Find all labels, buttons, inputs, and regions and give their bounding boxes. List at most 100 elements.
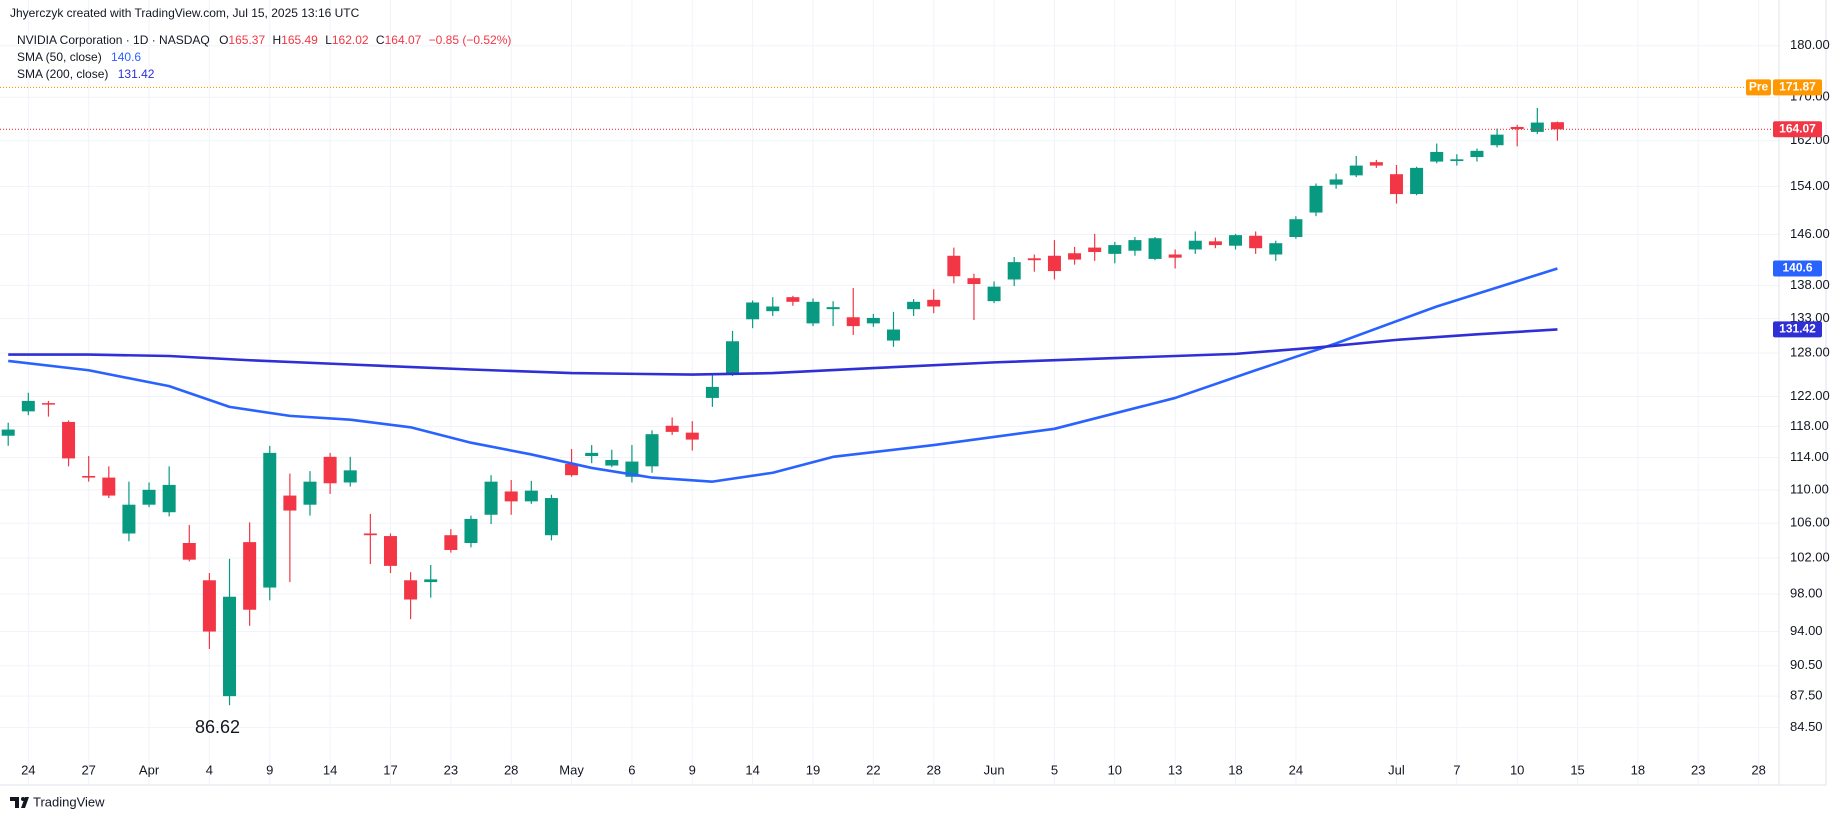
sma-tag: 131.42: [1779, 322, 1816, 336]
attribution: Jhyerczyk created with TradingView.com, …: [10, 6, 360, 20]
candle-body: [1470, 150, 1484, 158]
candle-body: [746, 302, 760, 320]
y-tick-label: 106.00: [1790, 515, 1830, 530]
candle-body: [1229, 235, 1243, 246]
x-tick-label: 23: [444, 762, 458, 777]
x-tick-label: 28: [1751, 762, 1765, 777]
legend-series: SMA (200, close): [17, 67, 108, 81]
candle-body: [1450, 159, 1464, 162]
y-tick-label: 154.00: [1790, 178, 1830, 193]
premarket-tag-bg: [1773, 79, 1822, 96]
legend-value: 131.42: [118, 67, 155, 81]
candle-body: [1510, 126, 1524, 130]
y-tick-label: 84.50: [1790, 719, 1823, 734]
brand-text: TradingView: [33, 794, 105, 809]
candle-body: [786, 297, 800, 302]
sma-line: [8, 267, 1558, 483]
y-tick-label: 102.00: [1790, 549, 1830, 564]
candle-body: [1430, 151, 1444, 162]
x-tick-label: 17: [383, 762, 397, 777]
x-tick-label: 28: [504, 762, 518, 777]
sma-line: [8, 328, 1558, 376]
symbol: NVIDIA Corporation · 1D · NASDAQ: [17, 33, 210, 47]
y-tick-label: 114.00: [1790, 449, 1829, 464]
candle-body: [1088, 247, 1102, 252]
legend-label: O: [219, 33, 228, 47]
axes: 180.00170.00162.00154.00146.00138.00133.…: [0, 0, 1830, 786]
candle-body: [1068, 253, 1082, 260]
candle-body: [1349, 165, 1363, 176]
plot: 86.62: [0, 86, 1779, 737]
legend-value: 165.37: [228, 33, 265, 47]
candle-body: [685, 432, 699, 440]
x-tick-label: 18: [1631, 762, 1645, 777]
candle-body: [243, 542, 257, 610]
candle-body: [1269, 243, 1283, 255]
last-price-tag-bg: [1773, 121, 1822, 138]
y-tick-label: 180.00: [1790, 37, 1830, 52]
candle-body: [987, 286, 1001, 302]
x-tick-label: 14: [323, 762, 337, 777]
x-tick-label: Jun: [984, 762, 1005, 777]
candle-body: [41, 403, 55, 405]
candle-body: [1128, 240, 1142, 251]
candle-body: [484, 481, 498, 515]
candle-body: [1168, 254, 1182, 258]
x-tick-label: 15: [1570, 762, 1584, 777]
y-tick-label: 90.50: [1790, 657, 1823, 672]
candle-body: [1249, 235, 1263, 249]
x-tick-label: 22: [866, 762, 880, 777]
candle-body: [1309, 185, 1323, 213]
candle-body: [927, 299, 941, 307]
x-tick-label: 9: [689, 762, 696, 777]
sma-tag: 140.6: [1782, 261, 1812, 275]
candle-body: [705, 386, 719, 398]
candle-body: [1148, 238, 1162, 259]
candle-body: [102, 477, 116, 496]
candle-body: [1, 429, 15, 436]
candle-body: [21, 400, 35, 412]
candle-body: [263, 452, 277, 588]
candle-body: [223, 596, 237, 697]
x-tick-label: Apr: [139, 762, 160, 777]
candle-body: [82, 475, 96, 478]
x-tick-label: 23: [1691, 762, 1705, 777]
candle-body: [585, 452, 599, 457]
candle-body: [806, 301, 820, 324]
legend-label: L: [325, 33, 332, 47]
candle-body: [1108, 245, 1122, 254]
y-tick-label: 94.00: [1790, 623, 1823, 638]
candle-body: [323, 456, 337, 484]
candle-body: [424, 579, 438, 583]
candle-body: [766, 306, 780, 312]
candle-body: [1289, 219, 1303, 237]
grid: [0, 0, 1779, 785]
legend-change: −0.85 (−0.52%): [429, 33, 512, 47]
x-tick-label: May: [559, 762, 584, 777]
premarket-tag-label-bg: [1746, 79, 1771, 96]
x-tick-label: 13: [1168, 762, 1182, 777]
candle-body: [1410, 167, 1424, 195]
x-tick-label: Jul: [1388, 762, 1405, 777]
legend-row: NVIDIA Corporation · 1D · NASDAQ O165.37…: [17, 33, 511, 47]
candle-body: [846, 317, 860, 327]
candle-body: [1530, 122, 1544, 132]
candle-body: [947, 255, 961, 277]
candle-body: [645, 434, 659, 467]
candle-body: [886, 329, 900, 341]
y-tick-label: 110.00: [1790, 481, 1829, 496]
candle-body: [1188, 240, 1202, 250]
y-tick-label: 98.00: [1790, 585, 1823, 600]
brand: TradingView: [10, 794, 105, 809]
x-tick-label: 7: [1453, 762, 1460, 777]
legend-label: H: [272, 33, 281, 47]
y-tick-label: 128.00: [1790, 345, 1830, 360]
x-tick-label: 27: [81, 762, 95, 777]
sma-tag-bg: [1773, 321, 1822, 338]
candle-body: [504, 491, 518, 502]
y-tick-label: 133.00: [1790, 310, 1830, 325]
x-tick-label: 10: [1510, 762, 1524, 777]
candle-body: [967, 278, 981, 285]
